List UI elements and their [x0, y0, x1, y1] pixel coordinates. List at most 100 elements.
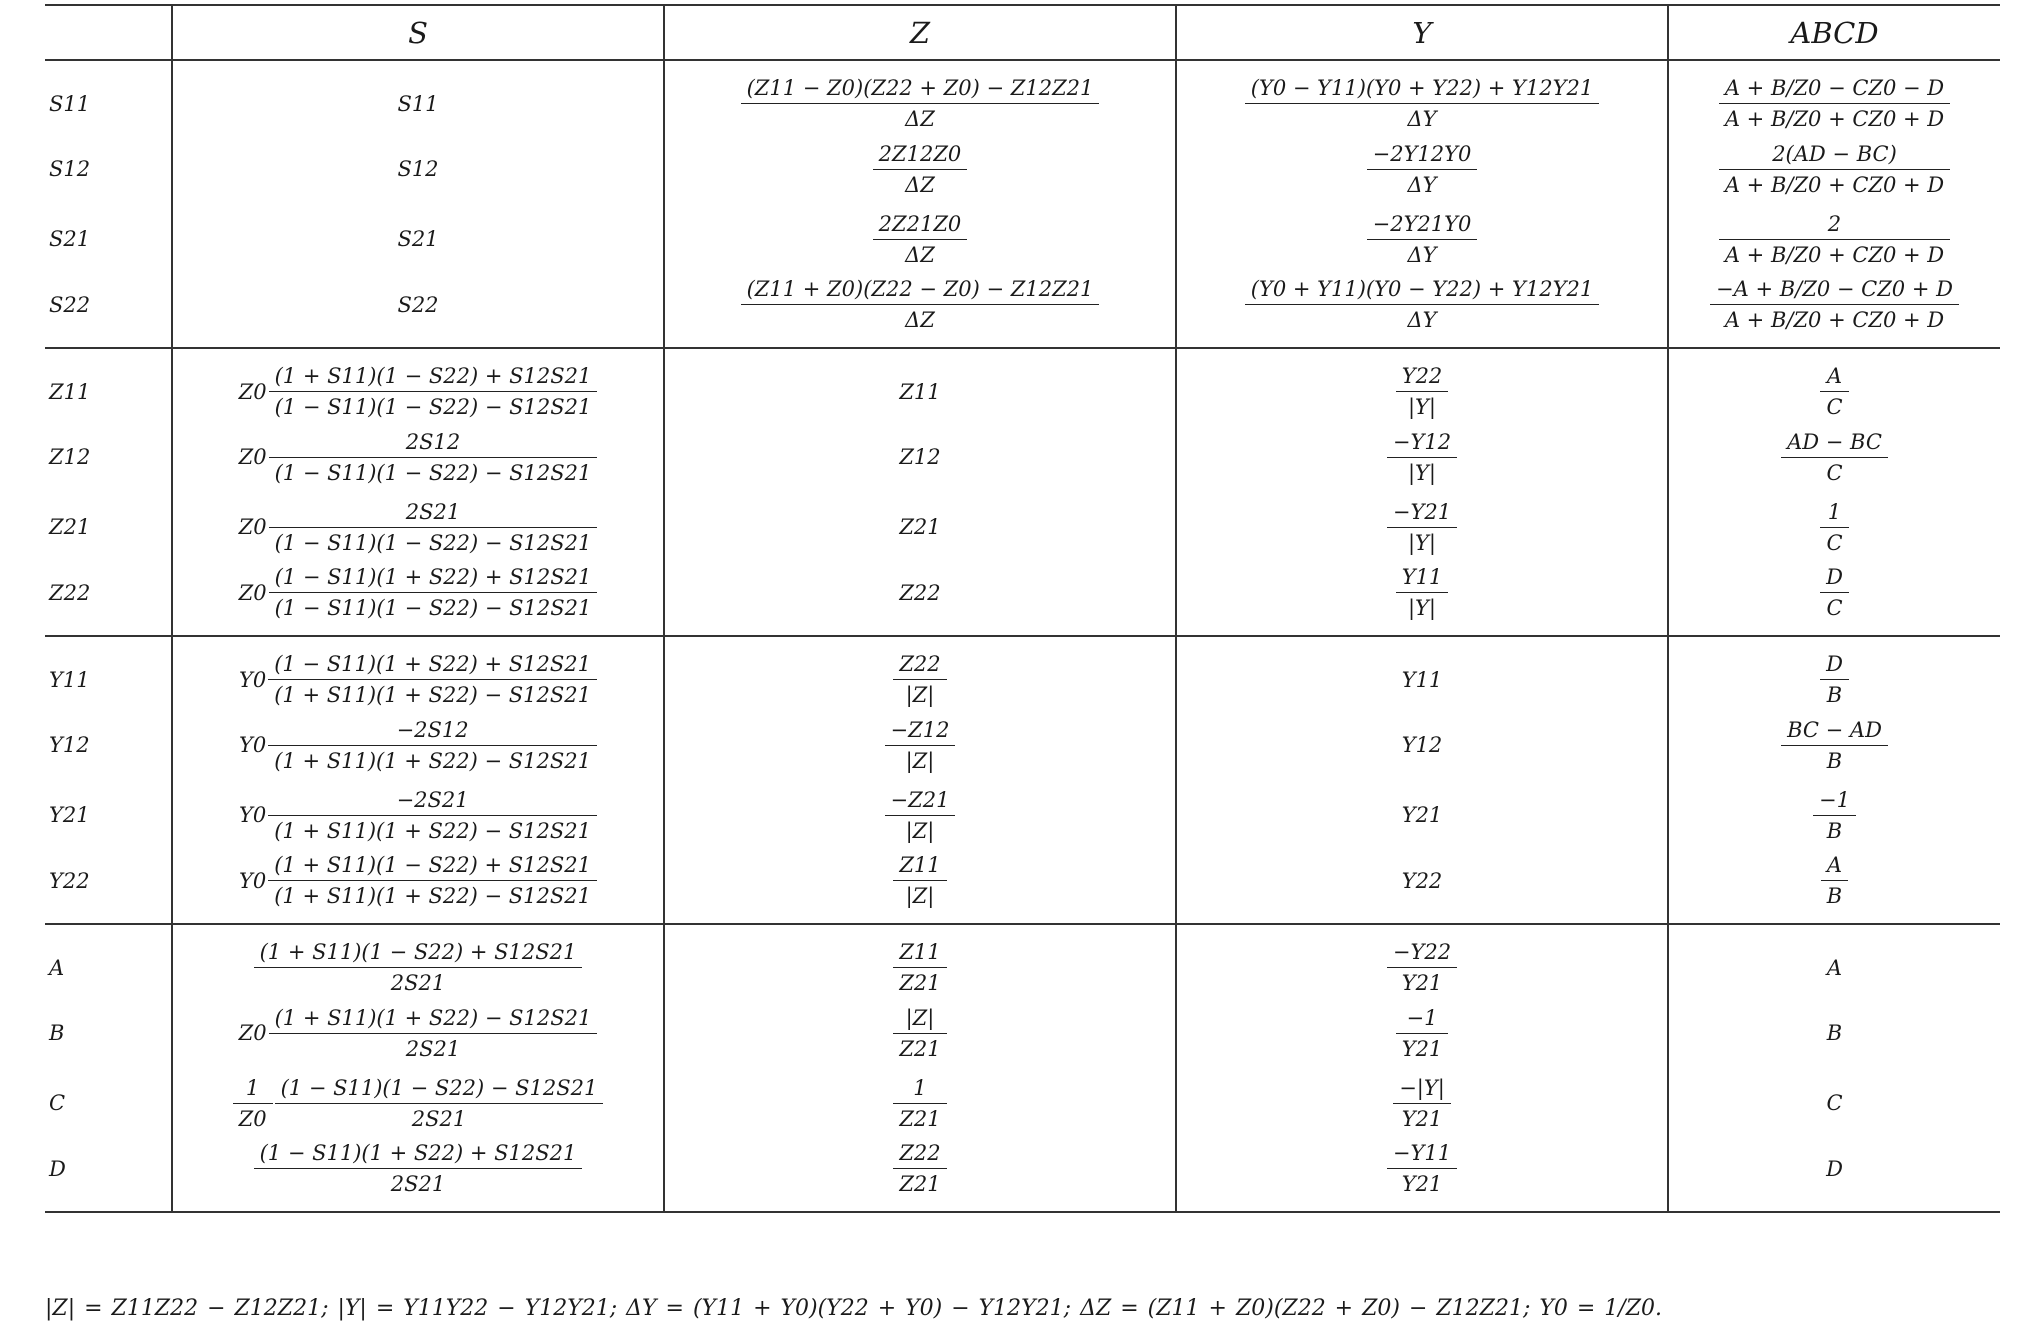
fraction-denominator: (1 + S11)(1 + S22) − S12S21: [274, 818, 591, 843]
expression: S22: [397, 292, 439, 317]
fraction-numerator: 2S21: [268, 497, 598, 528]
header-y: Y: [1175, 4, 1668, 61]
fraction-denominator: Z21: [899, 1172, 941, 1196]
fraction: (Z11 − Z0)(Z22 + Z0) − Z12Z21 ΔZ: [740, 73, 1100, 134]
fraction-numerator: −Z12: [884, 715, 956, 746]
fraction: Z22 |Z|: [893, 649, 947, 710]
cell-z: 1 Z21: [663, 1068, 1176, 1138]
table-header: S Z Y ABCD: [45, 4, 2000, 61]
fraction-numerator: A: [1820, 361, 1849, 392]
fraction-numerator: 2: [1718, 209, 1951, 240]
cell-z: Z22: [663, 562, 1176, 636]
expression: Y21: [1401, 803, 1443, 827]
fraction-denominator: C: [1826, 530, 1843, 555]
row-label: Z11: [49, 379, 91, 404]
table-row: S22 S22 (Z11 + Z0)(Z22 − Z0) − Z12Z21 ΔZ (Y0…: [45, 274, 2000, 348]
fraction: 2S21 (1 − S11)(1 − S22) − S12S21: [268, 497, 598, 558]
cell-y: (Y0 + Y11)(Y0 − Y22) + Y12Y21 ΔY: [1175, 274, 1668, 348]
fraction-numerator: (Z11 − Z0)(Z22 + Z0) − Z12Z21: [740, 73, 1100, 104]
prefactor: Y0: [239, 667, 267, 692]
table-row: S21 S21 2Z21Z0 ΔZ −2Y21Y0 ΔY 2 A + B/Z0 + CZ0 +…: [45, 204, 2000, 274]
fraction-denominator: (1 − S11)(1 − S22) − S12S21: [274, 395, 592, 419]
fraction: −1 B: [1813, 785, 1856, 846]
fraction-denominator: 2S21: [405, 1036, 461, 1061]
prefactor: Z0: [238, 379, 267, 404]
fraction-numerator: Z11: [893, 937, 947, 968]
fraction: −Y11 Y21: [1386, 1138, 1458, 1199]
cell-s: S22: [171, 274, 664, 348]
expression: S12: [397, 157, 439, 181]
fraction-numerator: (1 + S11)(1 − S22) + S12S21: [268, 850, 597, 881]
fraction: −2S12 (1 + S11)(1 + S22) − S12S21: [268, 715, 597, 776]
cell-s: Z0 (1 + S11)(1 − S22) + S12S21 (1 − S11)(1…: [171, 348, 664, 422]
cell-s: Y0 −2S21 (1 + S11)(1 + S22) − S12S21: [171, 780, 664, 850]
table-row: Z12 Z0 2S12 (1 − S11)(1 − S22) − S12S21 Z12 −…: [45, 422, 2000, 492]
row-group: Y11 Y0 (1 − S11)(1 + S22) + S12S21 (1 + S11…: [45, 636, 2000, 924]
fraction-denominator: Z0: [238, 1106, 267, 1131]
table-row: S11 S11 (Z11 − Z0)(Z22 + Z0) − Z12Z21 ΔZ (Y0…: [45, 60, 2000, 134]
expression: S11: [397, 91, 439, 116]
fraction-denominator: |Y|: [1407, 395, 1436, 419]
cell-s: Z0 (1 + S11)(1 + S22) − S12S21 2S21: [171, 998, 664, 1068]
fraction-denominator: A + B/Z0 + CZ0 + D: [1724, 308, 1945, 332]
row-label: S22: [49, 292, 91, 317]
row-group: Z11 Z0 (1 + S11)(1 − S22) + S12S21 (1 − S11…: [45, 348, 2000, 636]
fraction-denominator: Z21: [899, 1036, 941, 1061]
table-row: Y21 Y0 −2S21 (1 + S11)(1 + S22) − S12S21 −Z2…: [45, 780, 2000, 850]
cell-y: −2Y21Y0 ΔY: [1175, 204, 1668, 274]
fraction-numerator: 2Z21Z0: [872, 209, 968, 240]
fraction-numerator: −A + B/Z0 − CZ0 + D: [1710, 274, 1959, 305]
cell-z: Z12: [663, 422, 1176, 492]
cell-abcd: 2(AD − BC) A + B/Z0 + CZ0 + D: [1667, 134, 2000, 204]
fraction-denominator: A + B/Z0 + CZ0 + D: [1724, 242, 1945, 267]
fraction: −Z12 |Z|: [884, 715, 956, 776]
cell-abcd: C: [1667, 1068, 2000, 1138]
fraction-denominator: C: [1826, 460, 1843, 485]
fraction: −2Y12Y0 ΔY: [1366, 139, 1478, 200]
fraction-numerator: −Y21: [1386, 497, 1458, 528]
fraction: −2Y21Y0 ΔY: [1366, 209, 1478, 270]
fraction-denominator: (1 + S11)(1 + S22) − S12S21: [274, 748, 591, 773]
fraction-numerator: Y22: [1395, 361, 1449, 392]
fraction: (1 − S11)(1 + S22) + S12S21 (1 − S11)(1 −…: [268, 562, 598, 623]
fraction-numerator: (Z11 + Z0)(Z22 − Z0) − Z12Z21: [740, 274, 1100, 305]
fraction: −Z21 |Z|: [884, 785, 956, 846]
fraction-denominator: ΔY: [1407, 242, 1437, 267]
expression: Z11: [899, 379, 941, 404]
fraction-denominator: (1 − S11)(1 − S22) − S12S21: [274, 460, 592, 485]
fraction-numerator: (1 + S11)(1 − S22) + S12S21: [268, 361, 598, 392]
fraction: (1 + S11)(1 + S22) − S12S21 2S21: [268, 1003, 598, 1064]
fraction-numerator: Z22: [893, 649, 947, 680]
cell-s: (1 + S11)(1 − S22) + S12S21 2S21: [171, 924, 664, 998]
fraction: (1 + S11)(1 − S22) + S12S21 (1 + S11)(1 +…: [268, 850, 597, 911]
table-row: C 1 Z0 (1 − S11)(1 − S22) − S12S21 2S21 1 Z21−…: [45, 1068, 2000, 1138]
fraction-denominator: |Y|: [1407, 460, 1436, 485]
cell-y: Y11 |Y|: [1175, 562, 1668, 636]
cell-s: Z0 2S21 (1 − S11)(1 − S22) − S12S21: [171, 492, 664, 562]
cell-y: Y21: [1175, 780, 1668, 850]
fraction: |Z| Z21: [893, 1003, 947, 1064]
fraction: AD − BC C: [1781, 427, 1888, 488]
cell-s: Y0 −2S12 (1 + S11)(1 + S22) − S12S21: [171, 710, 664, 780]
fraction-numerator: −Y12: [1386, 427, 1458, 458]
fraction-numerator: −2Y12Y0: [1366, 139, 1478, 170]
row-group: S11 S11 (Z11 − Z0)(Z22 + Z0) − Z12Z21 ΔZ (Y0…: [45, 60, 2000, 348]
cell-s: S11: [171, 60, 664, 134]
fraction-denominator: ΔY: [1407, 172, 1437, 197]
cell-abcd: A + B/Z0 − CZ0 − D A + B/Z0 + CZ0 + D: [1667, 60, 2000, 134]
cell-z: Z11 |Z|: [663, 850, 1176, 924]
expression: Z21: [899, 515, 941, 539]
table-row: Z22 Z0 (1 − S11)(1 + S22) + S12S21 (1 − S11…: [45, 562, 2000, 636]
fraction-denominator: |Z|: [905, 683, 935, 707]
expression: C: [1826, 1091, 1843, 1115]
expression: Z22: [899, 580, 941, 605]
fraction-numerator: D: [1820, 562, 1849, 593]
header-abcd: ABCD: [1667, 4, 2000, 61]
fraction-denominator: ΔY: [1407, 107, 1437, 131]
cell-z: (Z11 − Z0)(Z22 + Z0) − Z12Z21 ΔZ: [663, 60, 1176, 134]
